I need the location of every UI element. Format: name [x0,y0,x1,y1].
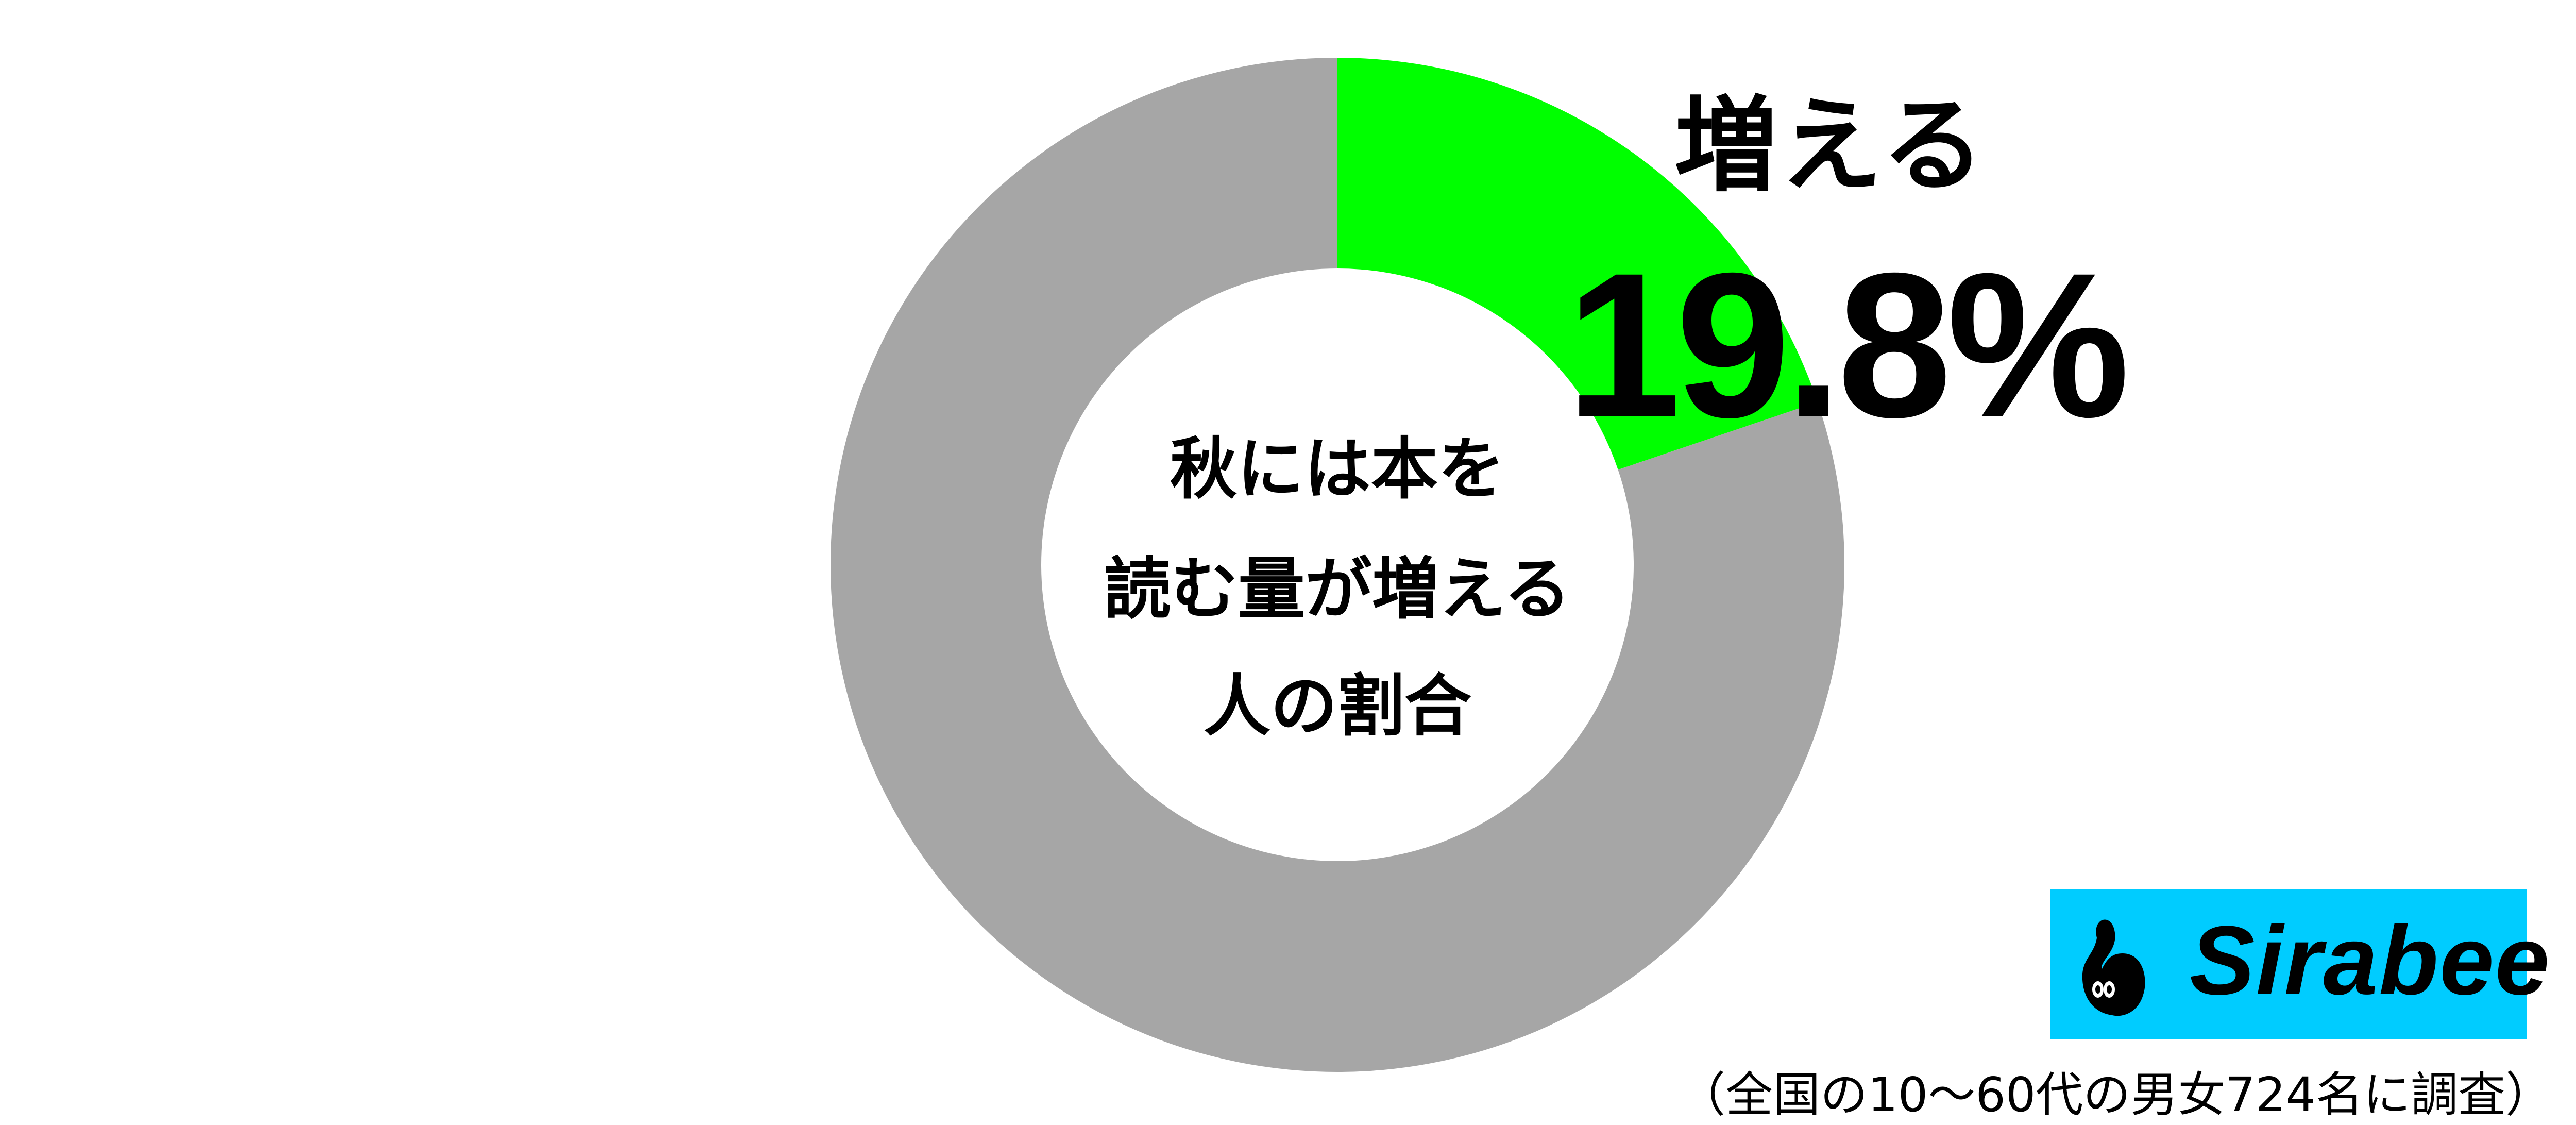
logo-text: Sirabee [2190,906,2551,1015]
highlight-value: 19.8% [1566,230,2130,460]
slice-highlight [1337,58,1818,470]
center-label-line-2: 読む量が増える [1104,550,1571,628]
highlight-label: 増える [1674,86,1987,206]
sirabee-logo: Sirabee [2050,889,2550,1039]
sirabee-mascot-icon [2082,919,2145,1016]
center-label-line-1: 秋には本を [1170,430,1505,508]
survey-footnote: （全国の10〜60代の男女724名に調査） [1678,1067,2553,1122]
slice-remainder [831,58,1844,1072]
center-label-line-3: 人の割合 [1203,667,1471,745]
